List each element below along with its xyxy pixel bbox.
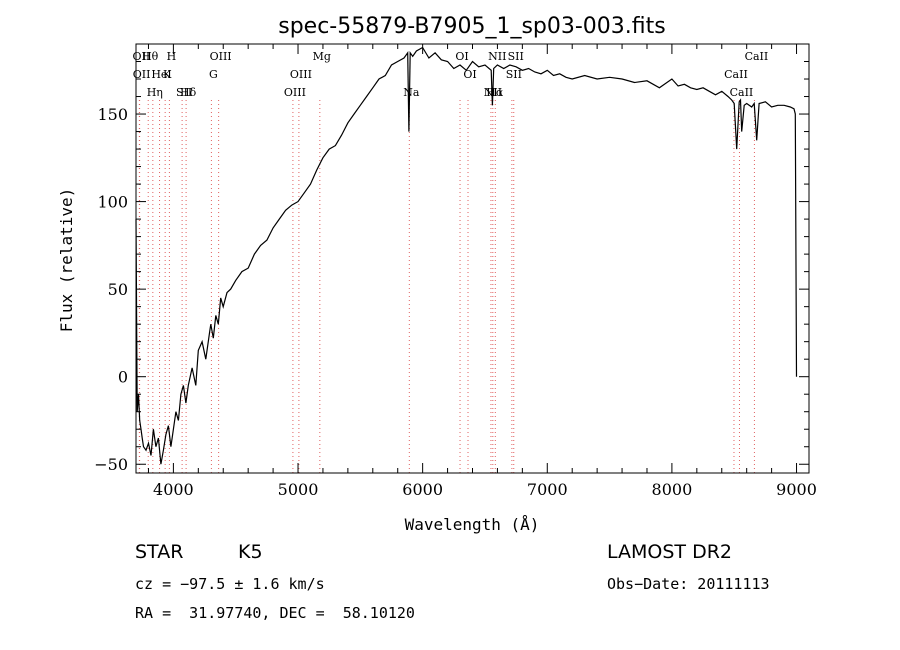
marker-label: HeI <box>151 68 171 81</box>
marker-label: OII <box>133 50 151 63</box>
redshift-text: cz = −97.5 ± 1.6 km/s <box>135 575 325 593</box>
subclass-label: K5 <box>238 541 263 563</box>
spectrum-layer <box>135 46 798 465</box>
x-tick-label: 6000 <box>402 480 443 499</box>
x-tick-label: 8000 <box>652 480 693 499</box>
survey-label: LAMOST DR2 <box>607 541 732 563</box>
y-tick-label: −50 <box>94 455 128 474</box>
x-tick-label: 9000 <box>776 480 817 499</box>
marker-label: Mg <box>313 50 331 63</box>
spectrum-line <box>135 46 798 465</box>
marker-label: H <box>167 50 177 63</box>
marker-label: Hα <box>486 86 504 99</box>
marker-label: SII <box>176 86 192 99</box>
class-label: STAR <box>135 541 184 563</box>
coordinates-text: RA = 31.97740, DEC = 58.10120 <box>135 604 415 622</box>
marker-label: OI <box>455 50 468 63</box>
marker-label: Hθ <box>142 50 159 63</box>
marker-label: SII <box>508 50 524 63</box>
marker-label: OI <box>463 68 476 81</box>
y-tick-label: 150 <box>97 105 128 124</box>
y-tick-label: 50 <box>108 280 128 299</box>
chart-title: spec-55879-B7905_1_sp03-003.fits <box>278 14 666 39</box>
marker-label: CaII <box>724 68 748 81</box>
marker-label: G <box>209 68 218 81</box>
marker-label: Na <box>403 86 420 99</box>
x-tick-label: 7000 <box>527 480 568 499</box>
y-tick-label: 0 <box>118 368 128 387</box>
marker-label: OIII <box>210 50 232 63</box>
marker-label: Hη <box>147 86 163 99</box>
x-tick-label: 4000 <box>153 480 194 499</box>
marker-label: K <box>163 68 172 81</box>
plot-frame <box>135 43 810 474</box>
marker-label: CaII <box>745 50 769 63</box>
line-marker-labels: HθKHδOIIHeISIIOIIIOIIHηHGOIIIMgOIIINaOIO… <box>133 50 769 99</box>
marker-label: OII <box>133 68 151 81</box>
x-axis-ticks: 4000 5000 6000 7000 8000 9000 <box>147 44 817 499</box>
y-axis-label: Flux (relative) <box>57 188 76 333</box>
marker-label: NII <box>488 50 506 63</box>
marker-label: SII <box>506 68 522 81</box>
marker-label: CaII <box>730 86 754 99</box>
y-tick-label: 100 <box>97 193 128 212</box>
x-axis-label: Wavelength (Å) <box>405 515 540 534</box>
marker-label: OIII <box>290 68 312 81</box>
marker-label: OIII <box>284 86 306 99</box>
marker-label: Hδ <box>180 86 197 99</box>
x-tick-label: 5000 <box>278 480 319 499</box>
obs-date-text: Obs−Date: 20111113 <box>607 575 770 593</box>
y-axis-ticks: −50 0 50 100 150 <box>94 43 809 474</box>
